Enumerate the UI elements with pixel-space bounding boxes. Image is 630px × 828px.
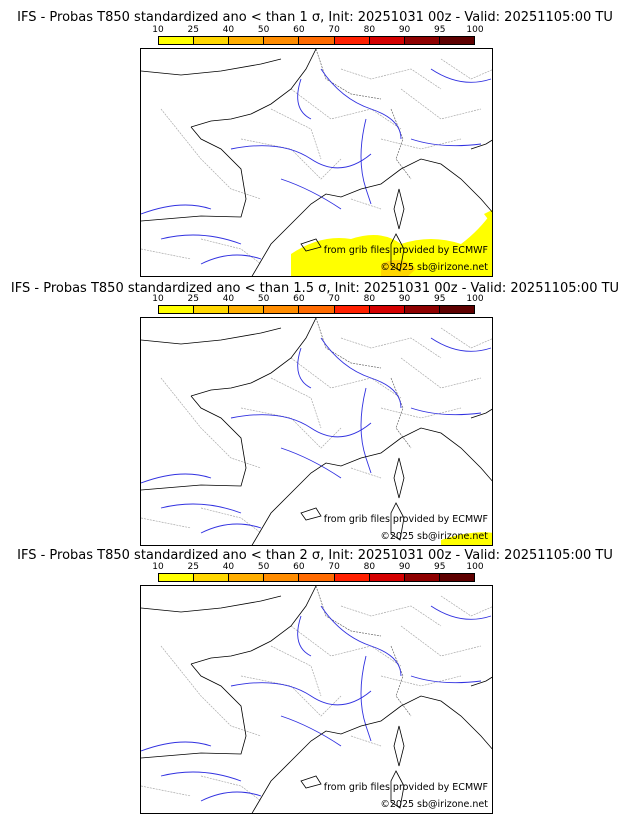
colorbar	[158, 573, 475, 582]
colorbar-tick-label: 70	[328, 562, 340, 572]
colorbar-tick-label: 100	[466, 562, 484, 572]
copyright-credit: ©2025 sb@irizone.net	[380, 531, 488, 542]
probability-area	[441, 532, 492, 545]
colorbar-segment	[404, 306, 440, 313]
colorbar-segment	[439, 37, 474, 44]
colorbar-segment	[369, 574, 405, 581]
source-credit: from grib files provided by ECMWF	[323, 782, 488, 793]
panel-1-title: IFS - Probas T850 standardized ano < tha…	[17, 10, 613, 25]
colorbar-segment	[334, 306, 370, 313]
colorbar-segment	[229, 306, 265, 313]
map-panel-2: from grib files provided by ECMWF ©2025 …	[140, 317, 493, 546]
colorbar-segment	[404, 574, 440, 581]
colorbar-segment	[264, 306, 300, 313]
panel-2-title: IFS - Probas T850 standardized ano < tha…	[10, 281, 620, 296]
colorbar-tick-label: 10	[152, 562, 164, 572]
map-svg	[141, 318, 492, 545]
colorbar-segment	[229, 574, 265, 581]
colorbar-segment	[334, 37, 370, 44]
colorbar-segment	[334, 574, 370, 581]
colorbar-tick-label: 50	[257, 294, 270, 304]
colorbar-tick-label: 95	[434, 562, 446, 572]
colorbar-segment	[159, 37, 195, 44]
colorbar-ticks: 10 25 40 50 60 70 80 90 95 100	[152, 562, 483, 572]
colorbar-segment	[369, 37, 405, 44]
probability-area	[484, 210, 492, 225]
colorbar-segment	[229, 37, 265, 44]
colorbar-segment	[159, 306, 195, 313]
colorbar-tick-label: 80	[363, 562, 376, 572]
colorbar-segment	[299, 37, 335, 44]
colorbar-tick-label: 60	[293, 294, 305, 304]
colorbar-segment	[439, 306, 474, 313]
colorbar-segment	[369, 306, 405, 313]
colorbar	[158, 305, 475, 314]
probability-area-high	[381, 260, 416, 276]
probability-area	[291, 211, 492, 276]
colorbar-segment	[194, 37, 230, 44]
colorbar-segment	[194, 574, 230, 581]
source-credit: from grib files provided by ECMWF	[323, 514, 488, 525]
colorbar-segment	[439, 574, 474, 581]
colorbar-tick-label: 25	[187, 25, 199, 35]
map-panel-1: from grib files provided by ECMWF ©2025 …	[140, 48, 493, 277]
colorbar-tick-label: 100	[466, 25, 484, 35]
copyright-credit: ©2025 sb@irizone.net	[380, 799, 488, 810]
colorbar-tick-label: 95	[434, 25, 446, 35]
colorbar-tick-label: 80	[363, 25, 376, 35]
colorbar-tick-label: 50	[257, 25, 270, 35]
colorbar-tick-label: 40	[222, 562, 235, 572]
colorbar-segment	[159, 574, 195, 581]
colorbar-ticks: 10 25 40 50 60 70 80 90 95 100	[152, 25, 483, 35]
colorbar-tick-label: 60	[293, 562, 305, 572]
colorbar-tick-label: 70	[328, 25, 340, 35]
colorbar	[158, 36, 475, 45]
colorbar-tick-label: 90	[398, 562, 411, 572]
colorbar-segment	[404, 37, 440, 44]
panel-3-title: IFS - Probas T850 standardized ano < tha…	[17, 548, 613, 563]
source-credit: from grib files provided by ECMWF	[323, 245, 488, 256]
colorbar-tick-label: 10	[152, 25, 164, 35]
colorbar-tick-label: 60	[293, 25, 305, 35]
colorbar-segment	[299, 306, 335, 313]
colorbar-segment	[299, 574, 335, 581]
colorbar-tick-label: 100	[466, 294, 484, 304]
colorbar-segment	[264, 574, 300, 581]
map-panel-3: from grib files provided by ECMWF ©2025 …	[140, 585, 493, 814]
colorbar-tick-label: 50	[257, 562, 270, 572]
map-svg	[141, 586, 492, 813]
colorbar-tick-label: 40	[222, 294, 235, 304]
colorbar-tick-label: 70	[328, 294, 340, 304]
colorbar-tick-label: 90	[398, 294, 411, 304]
colorbar-tick-label: 25	[187, 294, 199, 304]
colorbar-tick-label: 90	[398, 25, 411, 35]
colorbar-segment	[194, 306, 230, 313]
map-svg	[141, 49, 492, 276]
colorbar-ticks: 10 25 40 50 60 70 80 90 95 100	[152, 294, 483, 304]
copyright-credit: ©2025 sb@irizone.net	[380, 262, 488, 273]
colorbar-tick-label: 95	[434, 294, 446, 304]
colorbar-segment	[264, 37, 300, 44]
colorbar-tick-label: 10	[152, 294, 164, 304]
colorbar-tick-label: 25	[187, 562, 199, 572]
colorbar-tick-label: 40	[222, 25, 235, 35]
colorbar-tick-label: 80	[363, 294, 376, 304]
